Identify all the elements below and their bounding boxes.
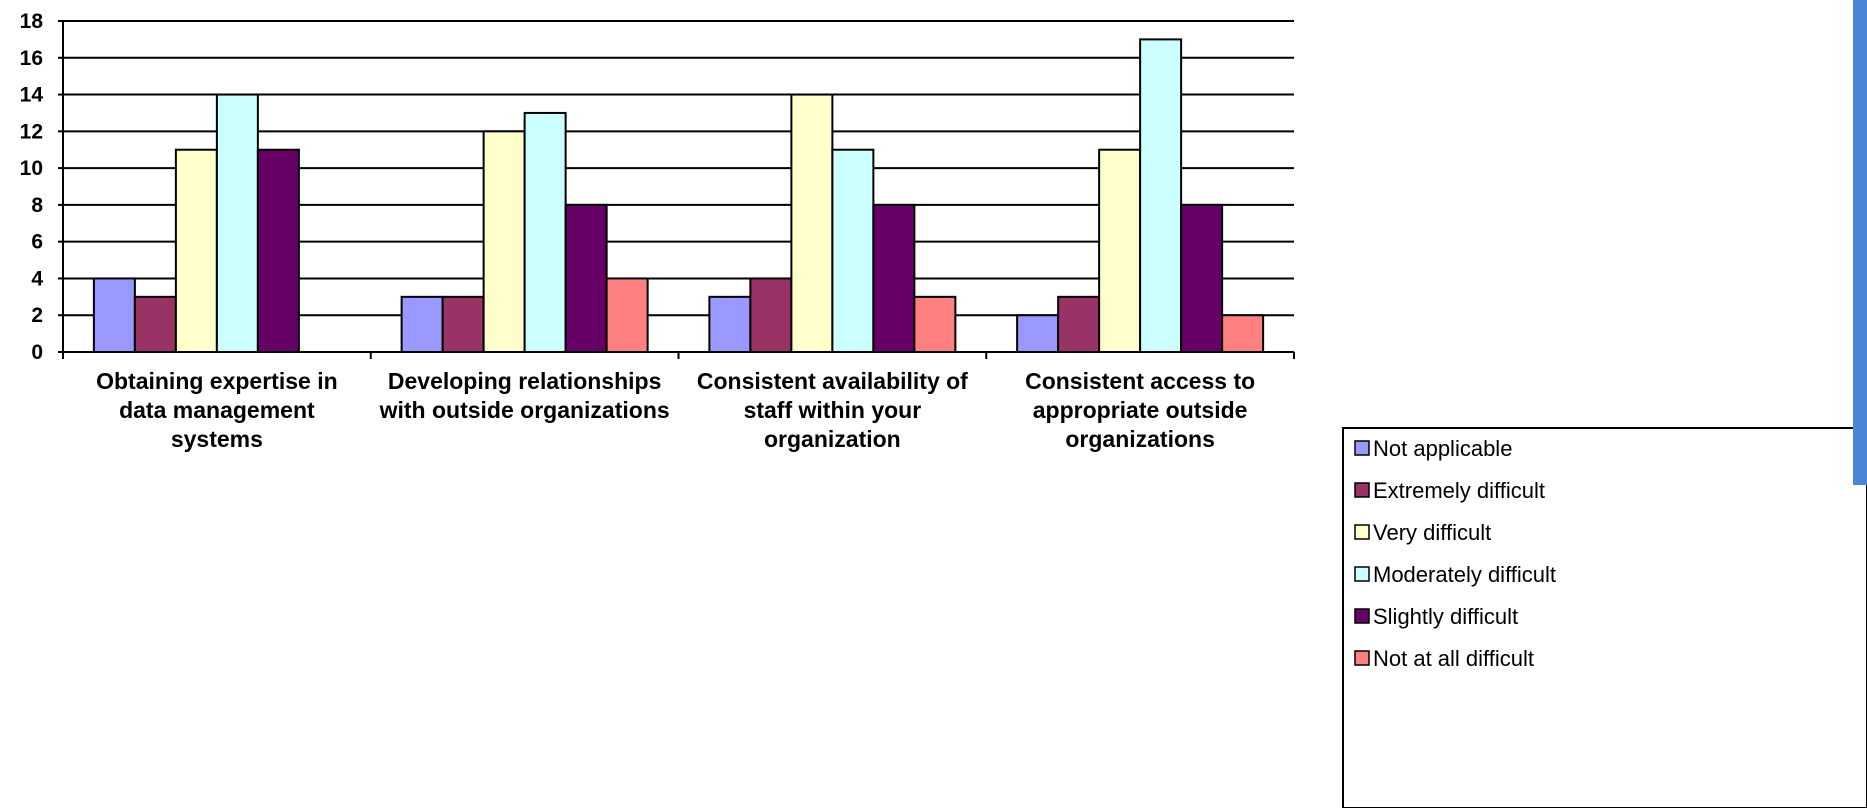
legend: Not applicable Extremely difficult Very di… bbox=[1342, 427, 1867, 808]
category-label: with outside organizations bbox=[379, 397, 670, 423]
legend-box bbox=[1342, 427, 1867, 808]
bars bbox=[92, 38, 1265, 354]
category-label: Developing relationships bbox=[388, 368, 662, 394]
category-label: appropriate outside bbox=[1033, 397, 1248, 423]
bar bbox=[215, 93, 259, 354]
bar bbox=[256, 148, 300, 353]
y-tick-label: 4 bbox=[31, 267, 43, 290]
bar bbox=[831, 148, 875, 353]
y-tick-label: 8 bbox=[31, 194, 43, 217]
category-label: systems bbox=[171, 426, 263, 452]
legend-swatch bbox=[1354, 608, 1370, 624]
bar bbox=[1098, 148, 1142, 353]
category-label: organizations bbox=[1065, 426, 1215, 452]
legend-label: Not at all difficult bbox=[1373, 646, 1534, 671]
legend-swatch bbox=[1354, 566, 1370, 582]
bar bbox=[1139, 38, 1183, 354]
bar bbox=[133, 295, 177, 354]
legend-label: Extremely difficult bbox=[1373, 478, 1545, 503]
bar bbox=[441, 295, 485, 354]
bar bbox=[564, 203, 608, 353]
y-tick-label: 14 bbox=[20, 84, 44, 107]
bar bbox=[523, 111, 567, 353]
y-tick-label: 6 bbox=[31, 231, 43, 254]
legend-label: Not applicable bbox=[1373, 436, 1512, 461]
y-tick-label: 18 bbox=[20, 10, 44, 33]
y-tick-label: 2 bbox=[31, 304, 43, 327]
bar bbox=[605, 277, 649, 354]
legend-label: Slightly difficult bbox=[1373, 604, 1518, 629]
legend-swatch bbox=[1354, 650, 1370, 666]
y-tick-label: 16 bbox=[20, 47, 43, 70]
category-label: Obtaining expertise in bbox=[96, 368, 338, 394]
category-label: staff within your bbox=[744, 397, 922, 423]
bar bbox=[174, 148, 218, 353]
bar bbox=[790, 93, 834, 354]
bar bbox=[749, 277, 793, 354]
category-label: Consistent access to bbox=[1025, 368, 1255, 394]
legend-label: Very difficult bbox=[1373, 520, 1491, 545]
bar bbox=[1180, 203, 1224, 353]
legend-label: Moderately difficult bbox=[1373, 562, 1556, 587]
y-tick-labels: 0 2 4 6 8 10 12 14 16 18 bbox=[20, 10, 44, 364]
bar bbox=[913, 295, 957, 354]
bar bbox=[708, 295, 752, 354]
axes bbox=[58, 20, 1295, 359]
category-label: data management bbox=[119, 397, 315, 423]
bar bbox=[1057, 295, 1101, 354]
bar bbox=[400, 295, 444, 354]
category-labels: Obtaining expertise in data management sys… bbox=[96, 368, 1255, 452]
y-tick-label: 0 bbox=[31, 341, 43, 364]
legend-swatch bbox=[1354, 524, 1370, 540]
category-label: organization bbox=[764, 426, 901, 452]
category-label: Consistent availability of bbox=[697, 368, 968, 394]
bar bbox=[92, 277, 136, 354]
side-accent-bar bbox=[1853, 0, 1867, 485]
legend-swatch bbox=[1354, 440, 1370, 456]
bar bbox=[1221, 314, 1265, 354]
bar bbox=[872, 203, 916, 353]
legend-swatch bbox=[1354, 482, 1370, 498]
y-tick-label: 12 bbox=[20, 120, 43, 143]
bar bbox=[482, 130, 526, 353]
bar bbox=[1016, 314, 1060, 354]
y-tick-label: 10 bbox=[20, 157, 43, 180]
